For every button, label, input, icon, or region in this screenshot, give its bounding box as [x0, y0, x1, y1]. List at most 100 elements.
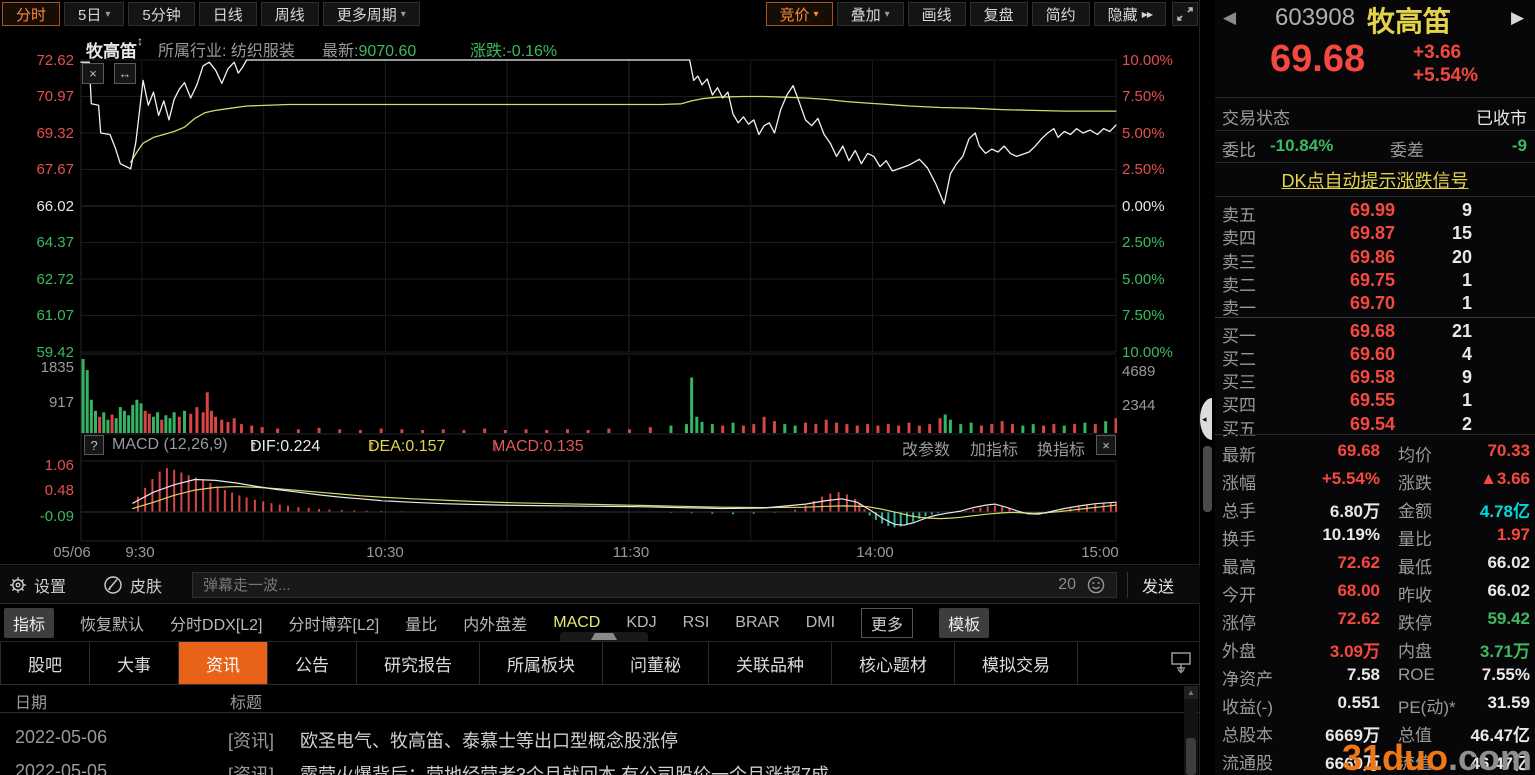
tool-button-1[interactable]: 叠加 ▾: [836, 2, 904, 26]
order-book-row[interactable]: 买五 69.54 2: [1215, 414, 1535, 439]
indicator-tab-9[interactable]: BRAR: [735, 613, 780, 631]
settings-button[interactable]: 设置: [8, 573, 66, 597]
stat-label: 外盘: [1222, 642, 1256, 661]
overlay-close-icon[interactable]: ×: [82, 63, 104, 84]
news-title[interactable]: 欧圣电气、牧高笛、泰慕士等出口型概念股涨停: [300, 731, 678, 751]
order-book-row[interactable]: 买四 69.55 1: [1215, 390, 1535, 415]
news-panel: 日期 标题 2022-05-06 [资讯] 欧圣电气、牧高笛、泰慕士等出口型概念股涨…: [0, 684, 1200, 775]
tool-button-5[interactable]: 隐藏 ▶▶: [1093, 2, 1166, 26]
emoji-icon[interactable]: [1086, 575, 1106, 595]
tool-button-label: 画线: [921, 6, 952, 24]
order-book-row[interactable]: 卖四 69.87 15: [1215, 223, 1535, 248]
stat-label: 最新: [1222, 446, 1256, 465]
macd-action-switch-indicator[interactable]: 换指标: [1037, 442, 1086, 459]
tool-button-2[interactable]: 画线: [907, 2, 966, 26]
tool-button-4[interactable]: 简约: [1031, 2, 1090, 26]
stat-value: 3.71万: [1479, 642, 1530, 661]
chart-stock-name[interactable]: 牧高笛: [86, 42, 137, 61]
content-tab-0[interactable]: 股吧: [0, 642, 90, 684]
indicator-tab-3[interactable]: 分时博弈[L2]: [288, 616, 380, 634]
weicha-label: 委差: [1390, 141, 1424, 160]
indicator-tab-4[interactable]: 量比: [405, 616, 438, 634]
order-level-label: 卖三: [1222, 252, 1256, 272]
content-tab-2[interactable]: 资讯: [179, 642, 268, 684]
news-scrollbar[interactable]: ▲: [1184, 686, 1198, 775]
order-book-row[interactable]: 买一 69.68 21: [1215, 321, 1535, 346]
price-axis-label: 69.32: [36, 124, 74, 142]
caret-down-icon: ▾: [105, 8, 111, 20]
stat-value: 72.62: [1337, 609, 1380, 628]
macd-close-icon[interactable]: ×: [1096, 435, 1116, 455]
indicator-tab-8[interactable]: RSI: [682, 613, 710, 631]
content-tab-6[interactable]: 问董秘: [603, 642, 709, 684]
period-button-2[interactable]: 5分钟: [128, 2, 195, 26]
prev-stock-icon[interactable]: ◀: [1223, 8, 1237, 27]
industry-change-value: -0.16%: [506, 43, 558, 60]
tool-button-3[interactable]: 复盘: [969, 2, 1028, 26]
order-book-row[interactable]: 卖五 69.99 9: [1215, 200, 1535, 225]
danmu-input[interactable]: 弹幕走一波... 20: [192, 571, 1118, 598]
fullscreen-icon[interactable]: [1172, 2, 1198, 26]
order-price: 69.86: [1349, 246, 1395, 267]
skin-button[interactable]: 皮肤: [102, 573, 162, 597]
dk-signal-link[interactable]: DK点自动提示涨跌信号: [1281, 171, 1469, 191]
stat-label: 今开: [1222, 586, 1256, 605]
chart-scrollbar-thumb[interactable]: [1203, 446, 1212, 512]
period-toolbar: 分时 5日 ▾ 5分钟 日线 周线 更多周期 ▾ 竞价 ▾ 叠加 ▾ 画线 复盘 简约 隐藏 ▶▶: [0, 0, 1200, 28]
order-book-row[interactable]: 买三 69.58 9: [1215, 367, 1535, 392]
overlay-hscale-icon[interactable]: ↔: [114, 63, 136, 84]
content-tab-9[interactable]: 模拟交易: [955, 642, 1078, 684]
order-qty: 20: [1451, 246, 1472, 267]
next-stock-icon[interactable]: ▶: [1511, 8, 1525, 27]
panel-collapse-handle[interactable]: [560, 632, 648, 641]
stat-value: 68.00: [1337, 581, 1380, 600]
industry-value[interactable]: 纺织服装: [230, 43, 295, 60]
tool-button-0[interactable]: 竞价 ▾: [765, 2, 833, 26]
volume-axis-label-left: 917: [48, 394, 74, 411]
stat-label: 最低: [1398, 558, 1432, 577]
pct-axis-label: 2.50%: [1122, 161, 1165, 178]
industry-label: 所属行业:: [158, 43, 227, 60]
volume-axis-label-right: 4689: [1122, 363, 1156, 380]
order-price: 69.70: [1349, 293, 1395, 314]
order-book-row[interactable]: 卖三 69.86 20: [1215, 246, 1535, 272]
indicator-tab-12[interactable]: 模板: [939, 607, 990, 638]
send-button[interactable]: 发送: [1142, 578, 1175, 596]
content-tab-7[interactable]: 关联品种: [709, 642, 832, 684]
indicator-tab-5[interactable]: 内外盘差: [463, 616, 528, 634]
stat-value: 69.68: [1337, 441, 1380, 460]
content-tab-4[interactable]: 研究报告: [357, 642, 480, 684]
order-book-row[interactable]: 卖二 69.75 1: [1215, 270, 1535, 295]
period-button-1[interactable]: 5日 ▾: [64, 2, 125, 26]
indicator-tab-1[interactable]: 恢复默认: [80, 616, 145, 634]
volume-axis-label-left: 1835: [40, 359, 74, 376]
intraday-chart[interactable]: [80, 56, 1117, 546]
period-button-5[interactable]: 更多周期 ▾: [322, 2, 420, 26]
period-button-0[interactable]: 分时: [2, 2, 61, 26]
order-book-row[interactable]: 卖一 69.70 1: [1215, 293, 1535, 318]
content-tab-8[interactable]: 核心题材: [832, 642, 955, 684]
macd-action-add-indicator[interactable]: 加指标: [970, 442, 1019, 459]
macd-help-icon[interactable]: ?: [84, 435, 104, 455]
drag-handle-icon[interactable]: ↕: [137, 34, 143, 48]
news-title[interactable]: 露营火爆背后：营地经营者3个月就回本 有公司股价一个月涨超7成: [300, 765, 830, 775]
content-tab-5[interactable]: 所属板块: [480, 642, 603, 684]
indicator-tab-7[interactable]: KDJ: [626, 613, 657, 631]
indicator-tab-11[interactable]: 更多: [861, 607, 914, 638]
indicator-tab-2[interactable]: 分时DDX[L2]: [170, 616, 263, 634]
indicator-tab-0[interactable]: 指标: [4, 607, 55, 638]
time-axis-label: 11:30: [612, 544, 650, 561]
tool-button-label: 复盘: [983, 6, 1014, 24]
indicator-tab-10[interactable]: DMI: [805, 613, 836, 631]
indicator-tab-6[interactable]: MACD: [553, 613, 601, 631]
quote-panel-collapse-icon[interactable]: ◂: [1200, 398, 1212, 440]
period-button-3[interactable]: 日线: [198, 2, 257, 26]
content-tab-3[interactable]: 公告: [268, 642, 357, 684]
order-book-row[interactable]: 买二 69.60 4: [1215, 344, 1535, 369]
macd-action-edit-params[interactable]: 改参数: [902, 442, 951, 459]
time-axis-label: 15:00: [1081, 544, 1119, 561]
content-tab-1[interactable]: 大事: [90, 642, 179, 684]
panel-dock-icon[interactable]: [1168, 648, 1194, 676]
stat-label: ROE: [1398, 665, 1435, 684]
period-button-4[interactable]: 周线: [260, 2, 319, 26]
